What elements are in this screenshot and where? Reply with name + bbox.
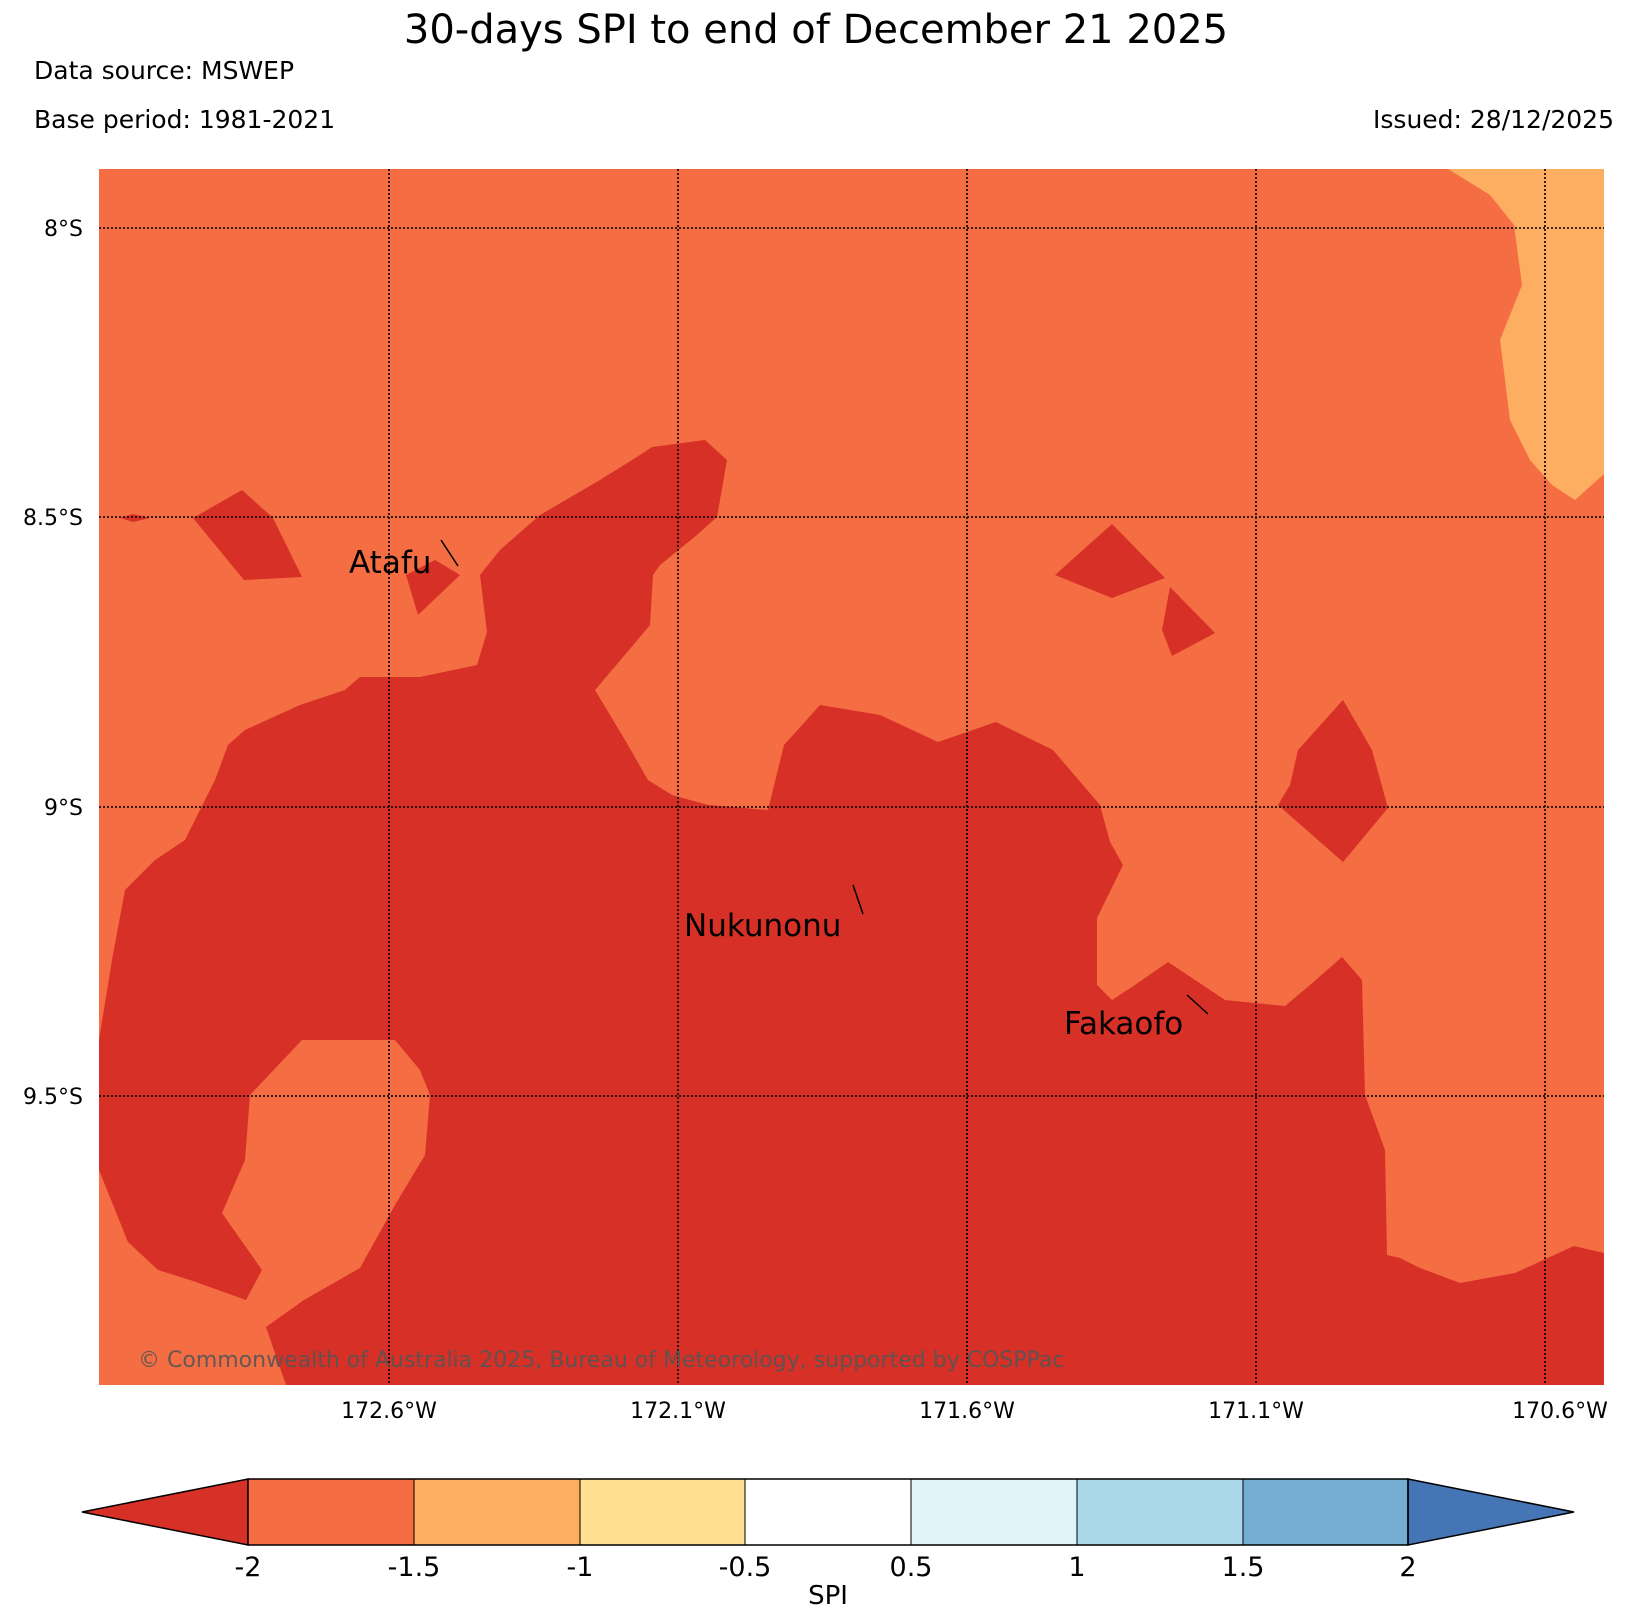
colorbar-tick-label: 0.5 bbox=[890, 1552, 933, 1583]
colorbar-label: SPI bbox=[808, 1581, 848, 1609]
longitude-tick-labels: 172.6°W 172.1°W 171.6°W 171.1°W 170.6°W bbox=[341, 1399, 1608, 1424]
spi-map-area: Atafu Nukunonu Fakaofo © Commonwealth of… bbox=[99, 169, 1604, 1385]
colorbar-extend-high bbox=[1407, 1478, 1575, 1546]
colorbar-extend-low bbox=[81, 1478, 249, 1546]
colorbar-tick-label: 1 bbox=[1068, 1552, 1085, 1583]
lat-tick-label: 8°S bbox=[44, 217, 83, 242]
graticule bbox=[99, 169, 1604, 1385]
lon-tick-label: 171.1°W bbox=[1208, 1399, 1304, 1424]
region-spi-below-minus-2 bbox=[1162, 587, 1215, 656]
colorbar-dividers bbox=[413, 1479, 1244, 1545]
latitude-tick-labels: 8°S 8.5°S 9°S 9.5°S bbox=[23, 217, 83, 1110]
colorbar-tick-labels: -2 -1.5 -1 -0.5 0.5 1 1.5 2 bbox=[235, 1552, 1417, 1583]
colorbar-tick-label: 2 bbox=[1399, 1552, 1416, 1583]
lon-tick-label: 170.6°W bbox=[1512, 1399, 1608, 1424]
colorbar-segment bbox=[745, 1479, 911, 1545]
lat-tick-label: 8.5°S bbox=[23, 506, 83, 531]
copyright-notice: © Commonwealth of Australia 2025, Bureau… bbox=[138, 1348, 1064, 1373]
colorbar-segment bbox=[580, 1479, 745, 1545]
colorbar-segment bbox=[1243, 1479, 1408, 1545]
place-labels: Atafu Nukunonu Fakaofo bbox=[349, 539, 1209, 1042]
colorbar-tick-label: -1.5 bbox=[388, 1552, 441, 1583]
atafu-leader-line bbox=[440, 539, 459, 567]
nukunonu-leader-line bbox=[852, 884, 864, 915]
base-period-label: Base period: 1981-2021 bbox=[34, 105, 336, 134]
region-spi-below-minus-2 bbox=[406, 560, 460, 615]
region-spi-minus-1-5-to-minus-1 bbox=[1448, 169, 1604, 500]
extreme-drought-regions bbox=[99, 440, 1604, 1385]
spi-colorbar: -2 -1.5 -1 -0.5 0.5 1 1.5 2 SPI bbox=[81, 1478, 1575, 1609]
region-spi-below-minus-2 bbox=[99, 440, 1604, 1385]
region-spi-below-minus-2 bbox=[193, 490, 302, 580]
issued-date-label: Issued: 28/12/2025 bbox=[1373, 105, 1614, 134]
colorbar-tick-label: -0.5 bbox=[719, 1552, 772, 1583]
lon-tick-label: 172.1°W bbox=[630, 1399, 726, 1424]
data-source-label: Data source: MSWEP bbox=[34, 56, 295, 85]
colorbar-segment bbox=[248, 1479, 414, 1545]
page-title: 30-days SPI to end of December 21 2025 bbox=[403, 7, 1229, 53]
colorbar-segment bbox=[911, 1479, 1077, 1545]
place-label-nukunonu: Nukunonu bbox=[684, 908, 841, 944]
lat-tick-label: 9.5°S bbox=[23, 1085, 83, 1110]
colorbar-segment bbox=[1077, 1479, 1243, 1545]
region-spi-below-minus-2 bbox=[1278, 700, 1388, 862]
colorbar-segment bbox=[414, 1479, 580, 1545]
lat-tick-label: 9°S bbox=[44, 796, 83, 821]
place-label-atafu: Atafu bbox=[349, 545, 431, 581]
colorbar-tick-label: -2 bbox=[235, 1552, 262, 1583]
lon-tick-label: 171.6°W bbox=[919, 1399, 1015, 1424]
fakaofo-leader-line bbox=[1186, 994, 1209, 1015]
colorbar-tick-label: -1 bbox=[567, 1552, 594, 1583]
place-label-fakaofo: Fakaofo bbox=[1064, 1006, 1183, 1042]
lon-tick-label: 172.6°W bbox=[341, 1399, 437, 1424]
colorbar-tick-label: 1.5 bbox=[1222, 1552, 1265, 1583]
region-spi-below-minus-2 bbox=[120, 514, 150, 522]
region-spi-below-minus-2 bbox=[1055, 524, 1165, 598]
colorbar-outline bbox=[247, 1478, 1409, 1546]
